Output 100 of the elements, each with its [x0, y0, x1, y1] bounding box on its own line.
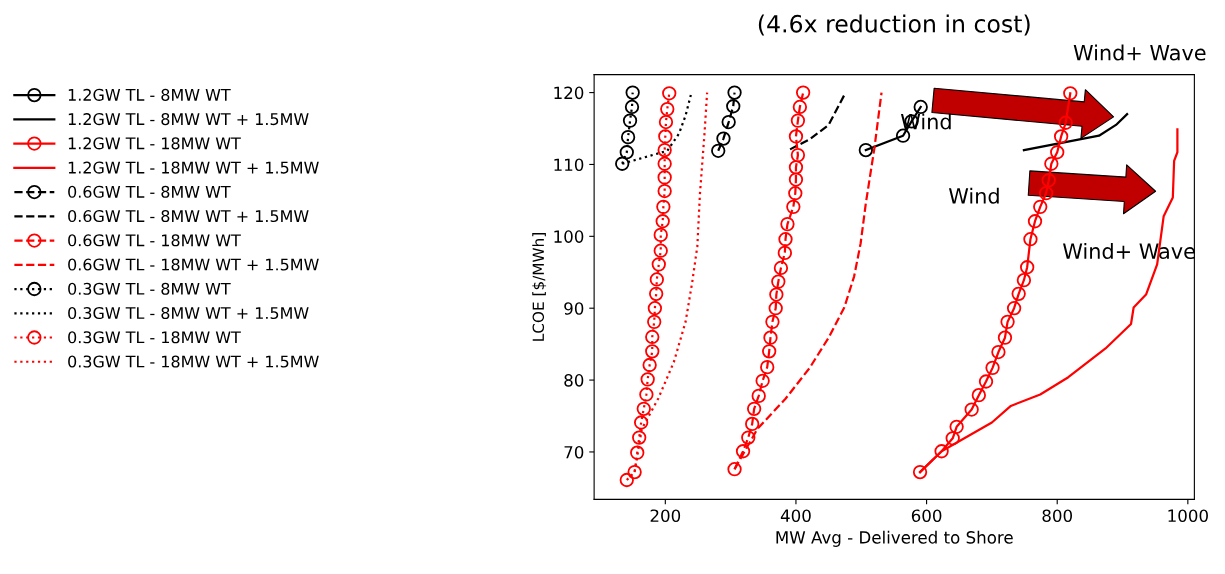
x-tick-label: 600 [911, 509, 942, 522]
point [1033, 199, 1048, 215]
point [745, 416, 760, 432]
point [651, 257, 666, 272]
point [655, 214, 670, 229]
point [934, 444, 949, 459]
point [1050, 145, 1065, 160]
point [726, 99, 741, 114]
point [790, 113, 806, 128]
x-tick-label: 200 [650, 509, 681, 522]
point [619, 472, 634, 488]
point [649, 286, 664, 301]
point [633, 415, 649, 430]
point [645, 329, 660, 345]
x-tick-label: 800 [1042, 509, 1073, 522]
point [788, 160, 804, 175]
point [660, 101, 675, 117]
point [780, 216, 795, 232]
legend-label: 0.6GW TL - 18MW WT [68, 234, 241, 247]
point [630, 445, 645, 460]
point [615, 156, 630, 171]
point [622, 113, 638, 128]
x-tick-label: 1000 [1168, 509, 1208, 522]
x-axis-title: MW Avg - Delivered to Shore [776, 530, 1013, 547]
point [657, 156, 672, 171]
point [788, 172, 804, 187]
point [786, 199, 801, 215]
point [735, 444, 751, 459]
point [658, 129, 673, 144]
legend-label: 0.3GW TL - 18MW WT + 1.5MW [68, 355, 319, 368]
point [1063, 86, 1078, 101]
point [1023, 232, 1038, 247]
point [653, 243, 668, 258]
point [1011, 286, 1026, 301]
point [625, 85, 640, 100]
legend-label: 1.2GW TL - 18MW WT + 1.5MW [68, 161, 319, 174]
x-tick-label: 400 [780, 509, 811, 522]
point [657, 170, 672, 185]
text: Wind+ Wave [1073, 44, 1206, 61]
point [656, 199, 671, 215]
point [657, 183, 672, 199]
legend-label: 0.3GW TL - 18MW WT [68, 331, 241, 344]
point [778, 232, 793, 247]
legend-label: 1.2GW TL - 8MW WT + 1.5MW [68, 113, 309, 126]
point [662, 86, 677, 101]
point [1058, 115, 1073, 130]
point [763, 330, 778, 345]
point [760, 359, 775, 375]
point [788, 129, 804, 144]
point [858, 142, 873, 158]
point [1041, 173, 1056, 188]
point [1038, 186, 1054, 201]
point [1016, 273, 1032, 288]
point [647, 314, 662, 330]
legend-label: 1.2GW TL - 18MW WT [68, 137, 241, 150]
legend-label: 0.3GW TL - 8MW WT + 1.5MW [68, 307, 309, 320]
annotation: Wind [948, 187, 999, 204]
point [741, 430, 756, 445]
point [636, 401, 651, 416]
point [765, 314, 780, 330]
point [964, 402, 979, 417]
point [985, 360, 1000, 376]
point [949, 419, 964, 434]
point [727, 85, 742, 100]
y-tick-label: 100 [554, 230, 584, 243]
point [657, 142, 672, 158]
point [771, 274, 786, 289]
point [912, 464, 928, 480]
point [1000, 314, 1015, 330]
point [727, 462, 742, 477]
point [653, 227, 668, 243]
y-tick-label: 120 [554, 86, 584, 100]
y-tick-label: 90 [564, 302, 584, 315]
point [788, 186, 803, 201]
point [647, 301, 663, 316]
point [751, 388, 766, 404]
point [716, 131, 731, 146]
point [773, 260, 789, 276]
point [619, 145, 634, 160]
legend-label: 1.2GW TL - 8MW WT [68, 88, 231, 101]
point [991, 344, 1006, 360]
point [777, 245, 793, 261]
point [624, 99, 640, 115]
legend-label: 0.6GW TL - 18MW WT + 1.5MW [68, 258, 319, 271]
point [639, 387, 654, 402]
point [790, 147, 806, 163]
point [1044, 156, 1059, 171]
point [997, 330, 1013, 345]
point [640, 372, 655, 387]
point [711, 143, 726, 158]
point [971, 388, 986, 403]
point [978, 374, 994, 389]
point [945, 431, 960, 446]
point [746, 401, 762, 416]
point [755, 373, 770, 388]
chart-title: (4.6x reduction in cost) [758, 14, 1030, 36]
legend-label: 0.6GW TL - 8MW WT [68, 185, 231, 198]
point [658, 114, 674, 130]
point [1006, 301, 1022, 316]
point [895, 128, 911, 143]
